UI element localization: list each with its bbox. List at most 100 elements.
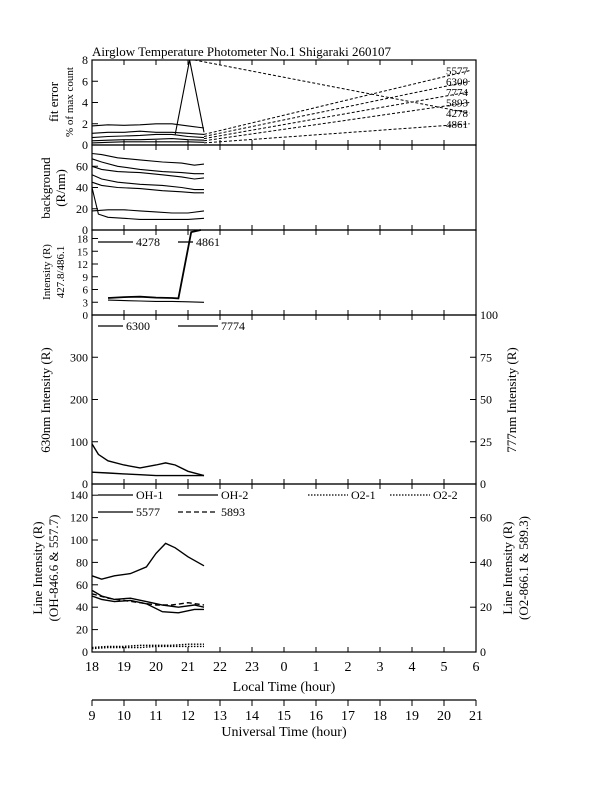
blue-intensity-y-tick-label: 15 xyxy=(77,246,89,258)
fit-error-y-tick-label: 6 xyxy=(82,74,88,88)
local-time-tick-label: 23 xyxy=(245,660,259,675)
local-time-tick-label: 2 xyxy=(345,660,352,675)
oi-intensity-y2-tick-label: 50 xyxy=(480,393,492,407)
local-time-tick-label: 3 xyxy=(377,660,384,675)
line-intensity-y-tick-label: 20 xyxy=(76,623,88,637)
fit-error-series-line xyxy=(91,133,205,139)
line-intensity-y2-tick-label: 40 xyxy=(480,555,492,569)
line-intensity-y-tick-label: 120 xyxy=(70,511,88,525)
legend-o2-2-label: O2-2 xyxy=(433,488,458,502)
fit-error-trend-6300 xyxy=(203,80,470,137)
blue-intensity-y-tick-label: 0 xyxy=(83,310,89,322)
ut-tick-label: 10 xyxy=(117,709,131,724)
blue-intensity-ylabel: Intensity (R) xyxy=(41,244,53,300)
ut-tick-label: 15 xyxy=(277,709,291,724)
line-intensity-y-tick-label: 40 xyxy=(76,600,88,614)
ut-tick-label: 18 xyxy=(373,709,387,724)
series-4278 xyxy=(107,229,201,300)
oi-intensity-panel xyxy=(91,314,477,485)
blue-intensity-y-tick-label: 12 xyxy=(77,259,88,271)
line-intensity-y2-tick-label: 0 xyxy=(480,645,486,659)
oi-630-ylabel: 630nm Intensity (R) xyxy=(38,347,53,452)
ut-tick-label: 19 xyxy=(405,709,419,724)
series-4861 xyxy=(107,299,205,303)
fit-error-series-line xyxy=(91,123,205,129)
legend-oh-1-label: OH-1 xyxy=(136,488,163,502)
oi-intensity-y-tick-label: 100 xyxy=(70,435,88,449)
fit-error-trend-5893 xyxy=(203,102,470,142)
local-time-tick-label: 22 xyxy=(213,660,227,675)
fit-error-trend-7774 xyxy=(203,91,470,140)
series-5893 xyxy=(91,593,205,606)
fit-error-trend-4278 xyxy=(194,59,470,114)
local-time-tick-label: 21 xyxy=(181,660,195,675)
line-intensity-y2label: Line Intensity (R) xyxy=(500,521,515,614)
oi-intensity-y2-tick-label: 75 xyxy=(480,350,492,364)
local-time-tick-label: 5 xyxy=(441,660,448,675)
background-y-tick-label: 40 xyxy=(76,181,88,195)
ut-tick-label: 11 xyxy=(149,709,162,724)
line-intensity-ylabel-sub: (OH-846.6 & 557.7) xyxy=(46,515,61,622)
background-series-line xyxy=(91,152,205,166)
series-O2-2 xyxy=(91,645,204,650)
legend-4278-label: 4278 xyxy=(136,235,160,249)
legend-5893-label: 5893 xyxy=(221,505,245,519)
fit-error-ylabel-sub: % of max count xyxy=(64,67,76,137)
series-O2-1 xyxy=(91,643,204,649)
background-ylabel-sub: (R/nm) xyxy=(53,169,68,207)
fit-error-trend-label: 5893 xyxy=(446,98,469,110)
ut-tick-label: 16 xyxy=(309,709,323,724)
background-series-line xyxy=(91,165,205,180)
oi-777-ylabel: 777nm Intensity (R) xyxy=(504,347,519,452)
line-intensity-y-tick-label: 0 xyxy=(82,645,88,659)
line-intensity-ylabel: Line Intensity (R) xyxy=(30,521,45,614)
local-time-tick-label: 4 xyxy=(409,660,416,675)
legend-oh-2-label: OH-2 xyxy=(221,488,248,502)
oi-intensity-y-tick-label: 0 xyxy=(82,477,88,491)
line-intensity-y-tick-label: 60 xyxy=(76,578,88,592)
fit-error-trend-label: 4861 xyxy=(446,119,468,131)
line-intensity-y2-tick-label: 60 xyxy=(480,511,492,525)
fit-error-series-line xyxy=(91,138,205,142)
fit-error-y-tick-label: 8 xyxy=(82,53,88,67)
background-series-line xyxy=(91,187,205,220)
background-ylabel: background xyxy=(38,157,53,219)
series-6300 xyxy=(91,443,205,477)
fit-error-series-line xyxy=(91,141,205,144)
background-series-line xyxy=(91,181,204,194)
fit-error-series-line xyxy=(91,130,205,135)
line-intensity-y2-tick-label: 20 xyxy=(480,600,492,614)
oi-intensity-y-tick-label: 200 xyxy=(70,393,88,407)
series-OH-1 xyxy=(91,589,205,608)
series-OH-2 xyxy=(91,595,204,614)
background-series-line xyxy=(91,209,205,214)
background-y-tick-label: 20 xyxy=(76,202,88,216)
background-y-tick-label: 60 xyxy=(76,159,88,173)
series-7774 xyxy=(91,471,204,477)
legend-4861-label: 4861 xyxy=(196,235,220,249)
fit-error-ylabel: fit error xyxy=(46,81,61,122)
fit-error-y-tick-label: 4 xyxy=(82,96,88,110)
local-time-tick-label: 1 xyxy=(313,660,320,675)
oi-intensity-y2-tick-label: 25 xyxy=(480,435,492,449)
background-series-line xyxy=(91,174,204,191)
line-intensity-y-tick-label: 140 xyxy=(70,488,88,502)
blue-intensity-y-tick-label: 18 xyxy=(77,234,89,246)
ut-tick-label: 17 xyxy=(341,709,355,724)
local-time-axis-label: Local Time (hour) xyxy=(233,680,336,695)
line-intensity-y-tick-label: 100 xyxy=(70,533,88,547)
blue-intensity-y-tick-label: 6 xyxy=(83,285,89,297)
fit-error-trend-label: 6300 xyxy=(446,76,469,88)
ut-tick-label: 13 xyxy=(213,709,227,724)
local-time-tick-label: 6 xyxy=(473,660,480,675)
fit-error-trend-5577 xyxy=(203,70,470,135)
local-time-tick-label: 0 xyxy=(281,660,288,675)
fit-error-trend-4861 xyxy=(203,123,470,144)
ut-tick-label: 9 xyxy=(89,709,96,724)
fit-error-trend-label: 5577 xyxy=(446,66,469,78)
background-panel xyxy=(91,144,477,231)
blue-intensity-y-tick-label: 9 xyxy=(83,272,89,284)
oi-intensity-y2-tick-label: 0 xyxy=(480,477,486,491)
oi-intensity-y-tick-label: 300 xyxy=(70,350,88,364)
